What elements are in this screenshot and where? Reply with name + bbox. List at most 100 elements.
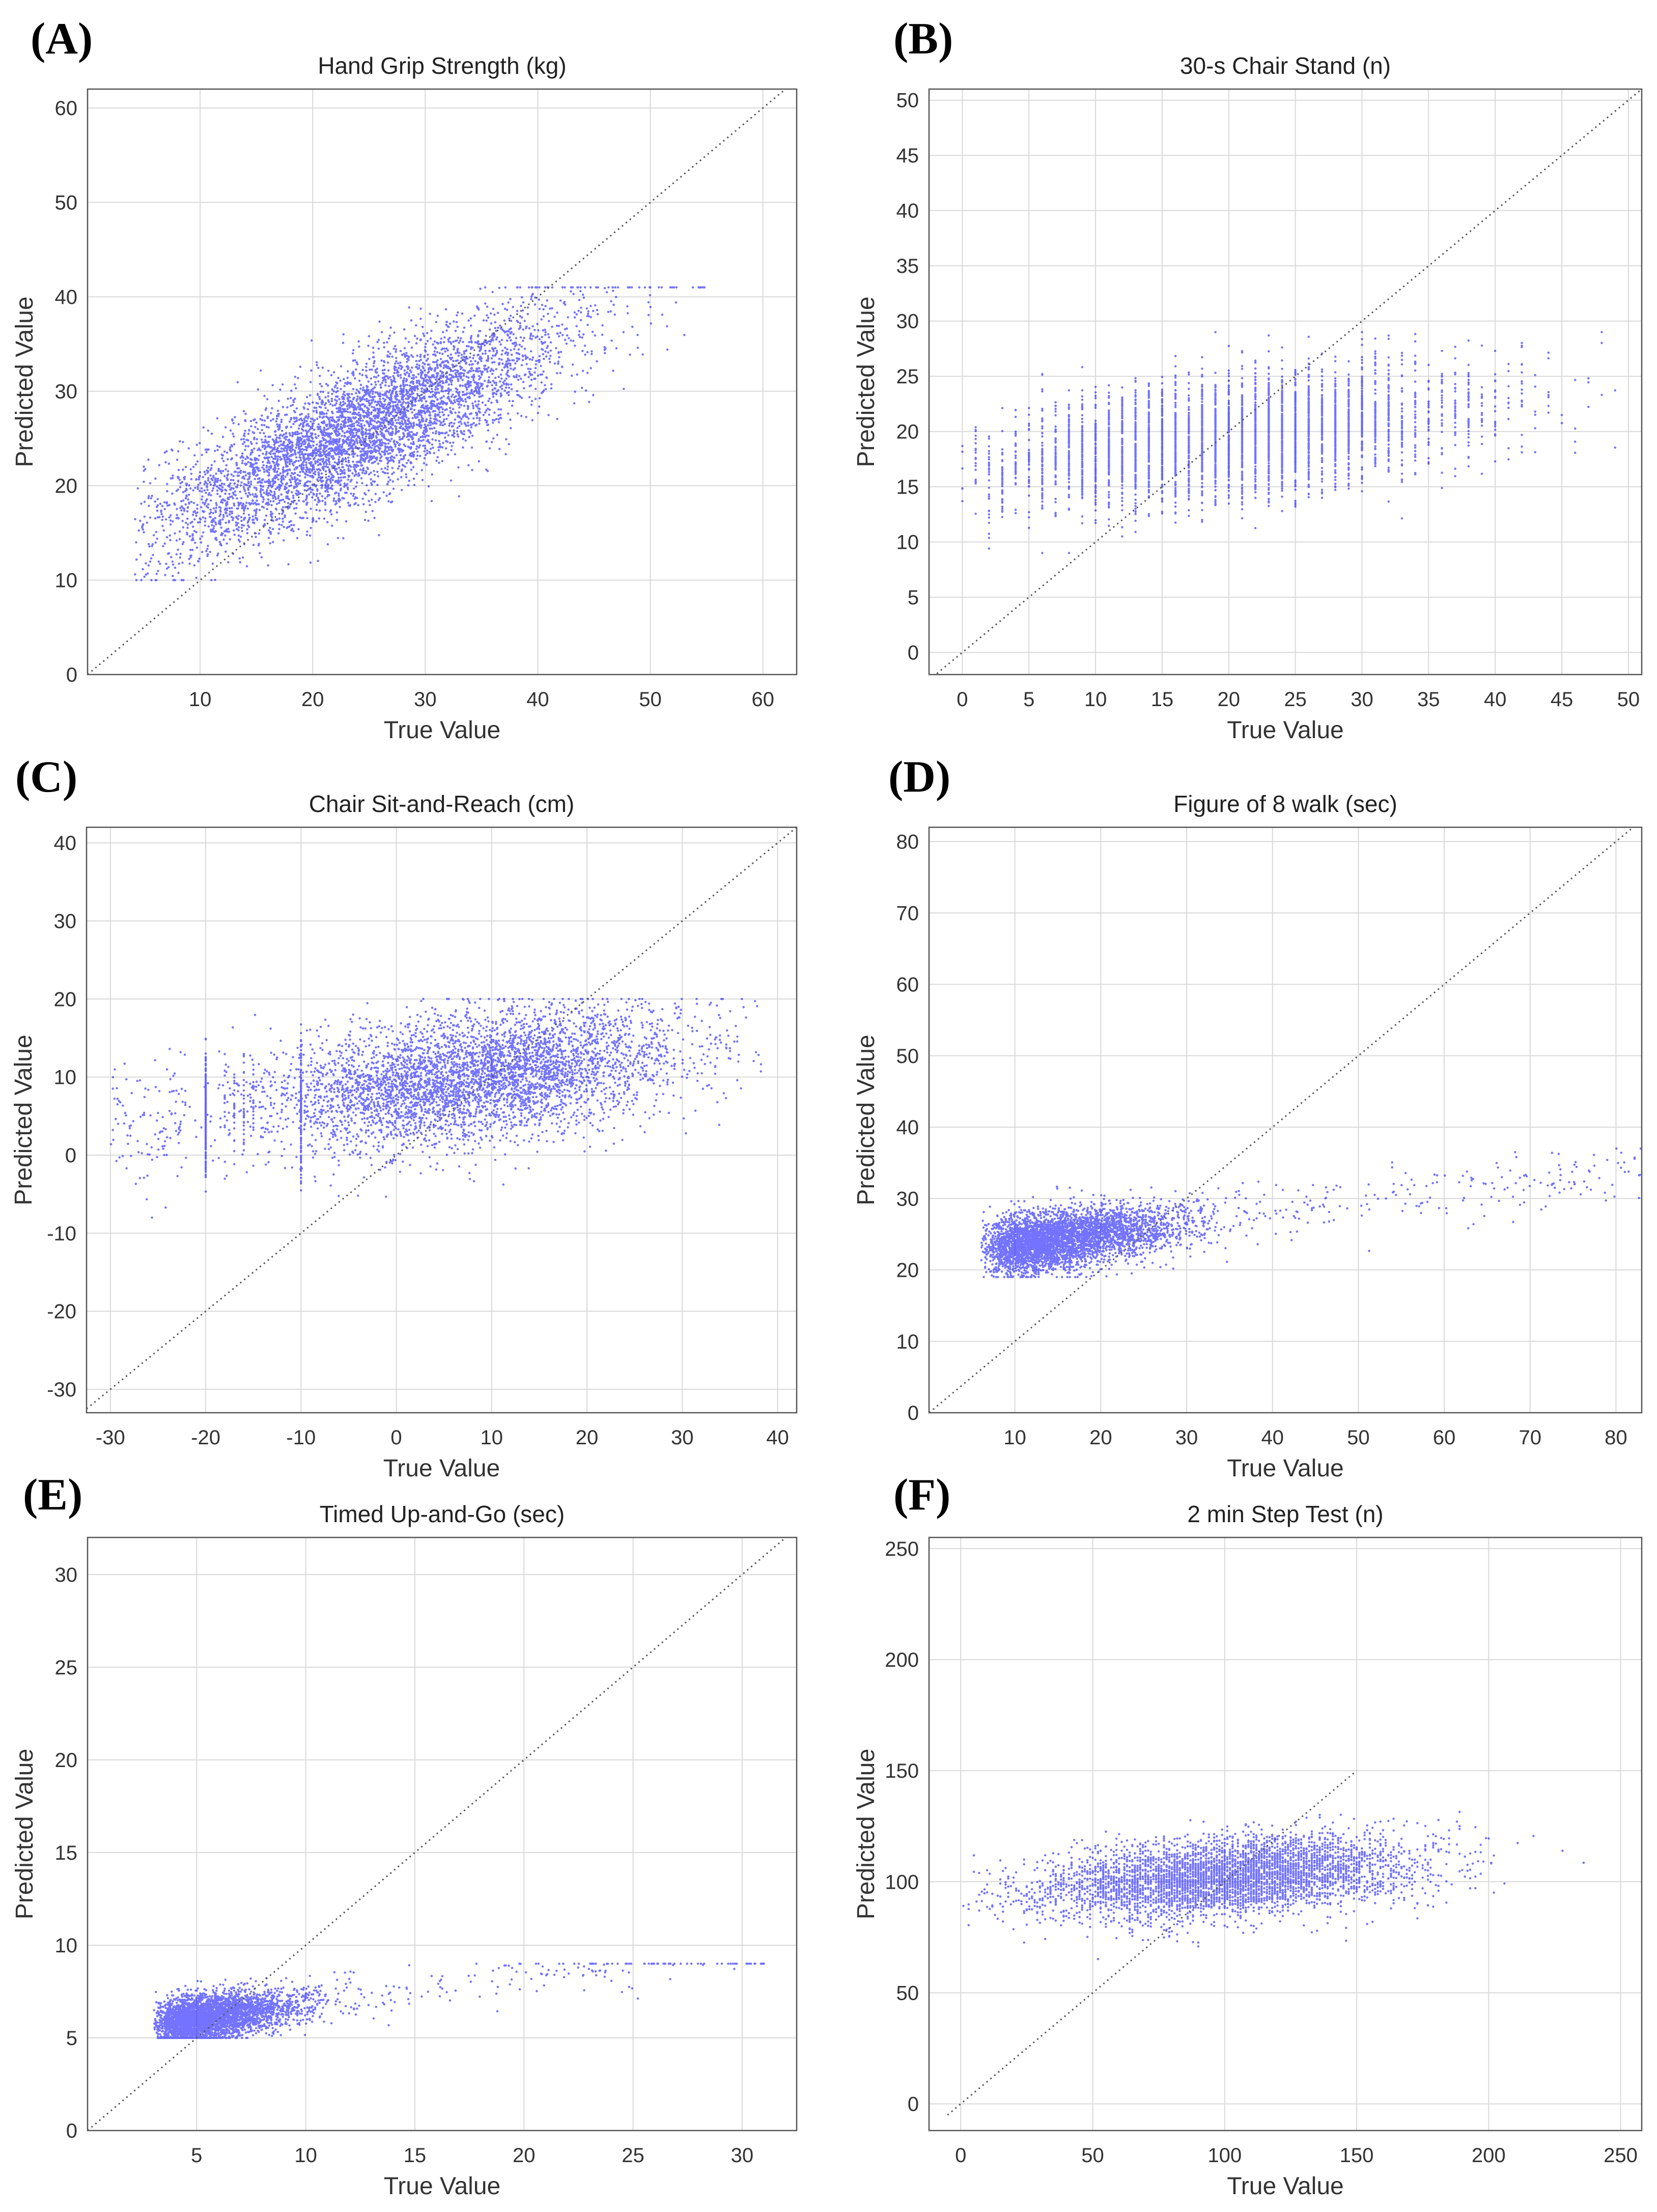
- data-points: [961, 331, 1616, 554]
- y-tick-label: 30: [896, 1188, 919, 1210]
- y-tick-label: 20: [896, 1259, 919, 1282]
- x-tick-label: 150: [1340, 2144, 1374, 2167]
- y-tick-label: 10: [896, 531, 919, 554]
- y-tick-label: 60: [896, 974, 919, 996]
- y-tick-label: 30: [896, 311, 919, 333]
- y-tick-label: 50: [55, 192, 78, 214]
- y-tick-label: 25: [896, 366, 919, 388]
- scatter-points: [134, 286, 706, 581]
- data-points: [109, 998, 763, 1219]
- y-tick-label: 60: [55, 97, 78, 120]
- grid: [929, 89, 1642, 675]
- x-tick-label: 40: [1484, 688, 1507, 711]
- y-tick-label: 40: [896, 200, 919, 222]
- plot-area: [87, 1536, 798, 2132]
- grid: [88, 89, 797, 675]
- x-tick-label: 50: [639, 688, 662, 711]
- x-tick-label: 60: [751, 688, 774, 711]
- y-axis-label: Predicted Value: [10, 1034, 37, 1205]
- x-axis-label: True Value: [1227, 2173, 1343, 2200]
- x-tick-label: 0: [390, 1426, 402, 1449]
- plot-area: [86, 826, 798, 1414]
- y-axis-label: Predicted Value: [853, 1034, 880, 1205]
- panel-f: (F) 2 min Step Test (n) 0 50 100 150 200 250 0 50…: [853, 1470, 1643, 2200]
- x-tick-label: 30: [1351, 688, 1373, 711]
- x-tick-label: 40: [1261, 1426, 1284, 1449]
- y-tick-label: 30: [55, 1564, 78, 1586]
- x-tick-label: 10: [481, 1426, 503, 1449]
- x-tick-label: 40: [526, 688, 549, 711]
- y-axis-label: Predicted Value: [853, 296, 880, 467]
- x-tick-label: 80: [1605, 1426, 1627, 1449]
- y-tick-label: -20: [47, 1301, 76, 1323]
- y-tick-label: 30: [55, 381, 78, 403]
- y-tick-label: 45: [896, 145, 919, 167]
- y-tick-label: 0: [66, 664, 77, 686]
- identity-line: [934, 89, 1642, 675]
- y-tick-label: 10: [54, 1067, 77, 1089]
- x-tick-label: 30: [414, 688, 437, 711]
- y-tick-label: 0: [908, 2093, 919, 2116]
- plot-area: [928, 826, 1643, 1414]
- y-tick-label: 40: [55, 286, 78, 309]
- x-tick-label: 5: [191, 2144, 202, 2167]
- x-tick-label: 40: [766, 1426, 789, 1449]
- x-tick-label: 50: [1617, 688, 1640, 711]
- y-tick-label: 0: [65, 1144, 76, 1167]
- chart-title: Chair Sit-and-Reach (cm): [309, 791, 574, 817]
- x-tick-label: 60: [1433, 1426, 1456, 1449]
- x-tick-label: 20: [1089, 1426, 1112, 1449]
- identity-line: [929, 827, 1635, 1413]
- x-tick-label: 50: [1347, 1426, 1370, 1449]
- y-tick-label: 40: [896, 1116, 919, 1139]
- scatter-points: [109, 998, 763, 1219]
- panel-c: (C) Chair Sit-and-Reach (cm) -30 -20 -10 0 10 2…: [10, 752, 798, 1482]
- x-tick-label: 30: [671, 1426, 694, 1449]
- y-tick-label: 30: [54, 910, 77, 933]
- x-tick-label: 10: [1084, 688, 1107, 711]
- x-axis-label: True Value: [383, 1455, 500, 1482]
- x-axis-label: True Value: [1227, 717, 1343, 744]
- y-tick-label: 0: [66, 2120, 77, 2142]
- y-tick-label: 80: [896, 831, 919, 853]
- x-tick-label: 0: [955, 2144, 966, 2167]
- y-tick-label: 10: [55, 1935, 78, 1957]
- x-tick-label: 10: [294, 2144, 317, 2167]
- chart-title: 2 min Step Test (n): [1187, 1501, 1383, 1527]
- x-tick-label: 25: [1284, 688, 1307, 711]
- y-axis-label: Predicted Value: [11, 296, 38, 467]
- chart-title: Hand Grip Strength (kg): [318, 52, 566, 79]
- panel-b: (B) 30-s Chair Stand (n) 0 5 10 15 20 25 30 35 40 4…: [853, 14, 1643, 744]
- x-tick-label: -30: [96, 1426, 125, 1449]
- panel-letter: (D): [888, 752, 950, 802]
- x-tick-label: 0: [957, 688, 968, 711]
- identity-line: [947, 1770, 1357, 2116]
- panel-letter: (F): [893, 1470, 950, 1520]
- x-tick-label: -10: [286, 1426, 316, 1449]
- x-tick-label: 20: [301, 688, 324, 711]
- scatter-points: [961, 331, 1616, 554]
- x-tick-label: 200: [1472, 2144, 1506, 2167]
- x-tick-label: 30: [731, 2144, 754, 2167]
- x-tick-label: 30: [1175, 1426, 1198, 1449]
- x-tick-label: 20: [513, 2144, 536, 2167]
- y-tick-label: 20: [896, 421, 919, 443]
- y-tick-label: 20: [55, 475, 78, 497]
- scatter-points: [153, 1963, 765, 2039]
- x-tick-label: -20: [191, 1426, 220, 1449]
- plot-area: [87, 88, 798, 676]
- plot-area: [928, 1536, 1643, 2132]
- y-tick-label: 250: [885, 1538, 919, 1560]
- panel-letter: (B): [893, 14, 953, 64]
- y-tick-label: 50: [896, 1982, 919, 2004]
- y-tick-label: 5: [908, 586, 919, 609]
- y-tick-label: -30: [47, 1379, 76, 1401]
- y-tick-label: 200: [885, 1649, 919, 1671]
- x-tick-label: 250: [1604, 2144, 1638, 2167]
- panel-e: (E) Timed Up-and-Go (sec) 5 10 15 20 25 30 0 5 10 1…: [11, 1470, 798, 2200]
- grid: [88, 1537, 797, 2131]
- identity-line: [87, 827, 797, 1410]
- x-tick-label: 70: [1519, 1426, 1541, 1449]
- x-tick-label: 35: [1417, 688, 1440, 711]
